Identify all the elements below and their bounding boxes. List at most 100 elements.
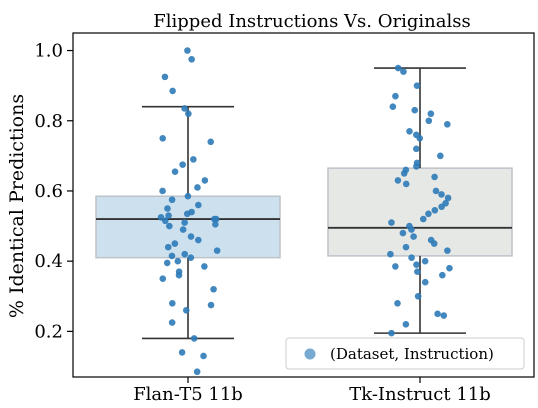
data-point — [414, 292, 422, 300]
data-point — [400, 68, 407, 75]
points-flan-t5 — [157, 47, 221, 376]
data-point — [200, 352, 207, 360]
data-point — [161, 217, 169, 225]
data-point — [207, 138, 215, 146]
data-point — [444, 120, 451, 128]
x-tick-label: Tk-Instruct 11b — [349, 384, 491, 405]
data-point — [210, 285, 217, 293]
box-iqr — [327, 167, 513, 257]
data-point — [392, 92, 399, 100]
data-point — [188, 56, 195, 63]
data-point — [181, 250, 189, 258]
data-point — [187, 233, 195, 240]
data-point — [168, 196, 176, 204]
data-point — [413, 261, 420, 268]
plot-area-frame — [72, 32, 535, 378]
data-point — [388, 219, 395, 226]
data-point — [425, 117, 433, 125]
legend-marker — [304, 348, 316, 360]
data-point — [416, 135, 424, 142]
y-tick-label: 0.8 — [34, 111, 63, 132]
data-point — [421, 257, 429, 265]
chart-title: Flipped Instructions Vs. Originalss — [153, 11, 470, 32]
data-point — [408, 254, 415, 261]
points-tk-instruct — [387, 64, 453, 337]
data-point — [439, 271, 446, 279]
data-point — [427, 110, 435, 118]
data-point — [406, 127, 413, 135]
y-tick-label: 0.4 — [34, 251, 63, 272]
data-point — [402, 321, 410, 328]
data-point — [175, 271, 183, 279]
data-point — [399, 229, 407, 237]
data-point — [388, 329, 395, 337]
data-point — [213, 247, 221, 254]
data-point — [178, 349, 186, 356]
data-point — [394, 299, 401, 307]
data-point — [394, 177, 402, 184]
box-group-flan-t5 — [95, 105, 281, 340]
data-point — [438, 203, 445, 211]
data-point — [171, 168, 179, 175]
box-iqr — [95, 195, 281, 259]
data-point — [185, 110, 192, 118]
data-point — [411, 106, 419, 114]
legend: (Dataset, Instruction) — [285, 337, 525, 370]
data-point — [408, 226, 415, 233]
data-point — [194, 184, 201, 191]
data-point — [431, 173, 438, 181]
data-point — [438, 191, 445, 198]
x-tick-label: Flan-T5 11b — [133, 384, 243, 405]
data-point — [431, 206, 439, 214]
data-point — [402, 243, 410, 251]
data-point — [413, 163, 420, 170]
data-point — [201, 177, 209, 184]
data-point — [165, 212, 172, 219]
data-point — [212, 221, 219, 228]
data-point — [169, 87, 176, 95]
data-point — [174, 257, 182, 265]
data-point — [444, 194, 452, 202]
data-point — [394, 64, 402, 72]
data-point — [400, 170, 408, 177]
data-point — [171, 240, 179, 247]
data-point — [169, 299, 176, 307]
data-point — [212, 215, 220, 223]
y-axis-label: % Identical Predictions — [6, 94, 28, 318]
data-point — [179, 161, 186, 168]
data-point — [392, 263, 399, 270]
data-point — [161, 73, 169, 81]
data-point — [207, 301, 215, 309]
data-point — [193, 368, 201, 376]
data-point — [413, 82, 421, 89]
box-group-tk-instruct — [327, 67, 513, 334]
data-point — [168, 252, 176, 260]
legend-label: (Dataset, Instruction) — [330, 345, 494, 363]
data-point — [166, 222, 173, 230]
data-point — [389, 103, 397, 111]
data-point — [402, 180, 410, 188]
data-point — [432, 187, 440, 195]
data-point — [164, 205, 171, 212]
data-point — [419, 215, 427, 223]
data-point — [187, 254, 195, 261]
data-point — [159, 187, 166, 195]
y-tick-label: 0.6 — [34, 181, 63, 202]
data-point — [414, 268, 421, 275]
data-point — [159, 135, 167, 142]
data-point — [179, 226, 187, 233]
legend-box — [285, 337, 525, 370]
data-point — [434, 310, 441, 318]
data-point — [446, 264, 453, 272]
data-point — [190, 335, 198, 342]
data-point — [195, 236, 202, 244]
data-point — [387, 250, 394, 258]
data-point — [181, 219, 188, 226]
data-point — [168, 319, 176, 326]
data-point — [444, 247, 451, 254]
data-point — [201, 263, 208, 270]
data-point — [159, 275, 167, 283]
data-point — [183, 210, 191, 218]
data-point — [164, 243, 172, 251]
